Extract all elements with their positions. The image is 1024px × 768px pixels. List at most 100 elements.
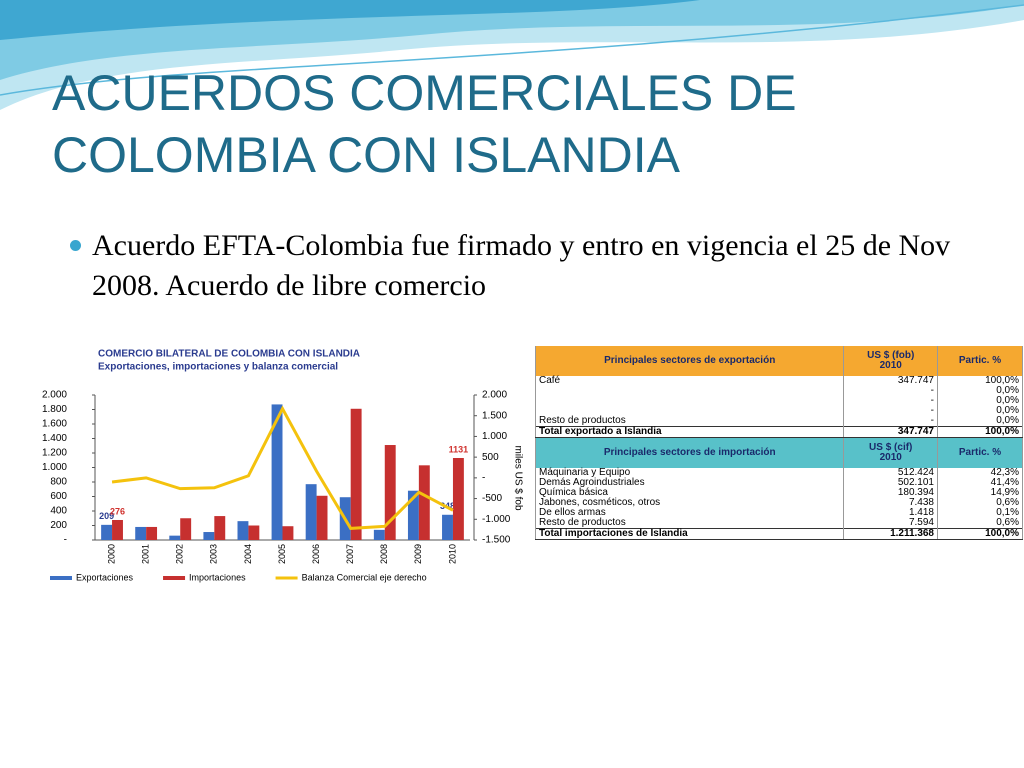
cell: 7.594 [843, 518, 938, 529]
cell: Total importaciones de Islandia [534, 528, 845, 540]
cell: 100,0% [937, 426, 1023, 438]
bullet-dot [70, 240, 81, 251]
y2-tick-label: 1.500 [482, 410, 507, 421]
row: Café 347.747 100,0% [534, 376, 1023, 386]
row: -0,0% [534, 386, 1023, 396]
slide-title: ACUERDOS COMERCIALES DE COLOMBIA CON ISL… [52, 65, 797, 183]
header-text: 2010 [879, 452, 902, 463]
cell: 100,0% [937, 528, 1023, 540]
bar [418, 465, 430, 540]
bullet: Acuerdo EFTA-Colombia fue firmado y entr… [70, 226, 970, 306]
cell: De ellos armas [534, 508, 845, 518]
legend-swatch [163, 576, 186, 580]
bar [316, 495, 328, 540]
y2-tick-label: -1.500 [482, 535, 511, 546]
cell: 347.747 [843, 426, 938, 438]
cell: 41,4% [937, 478, 1023, 488]
legend-label: Importaciones [189, 572, 246, 582]
chart-area: COMERCIO BILATERAL DE COLOMBIA CON ISLAN… [28, 340, 530, 593]
y2-tick-label: -500 [482, 493, 502, 504]
row: Jabones, cosméticos, otros 7.438 0,6% [534, 498, 1023, 508]
bar [101, 524, 113, 540]
y2-tick-label: -1.000 [482, 514, 511, 525]
y2-axis-label: miles US $ fob [512, 445, 523, 510]
chart-title: COMERCIO BILATERAL DE COLOMBIA CON ISLAN… [98, 349, 360, 360]
cell: 0,0% [937, 406, 1023, 416]
y-tick-label: - [64, 535, 67, 546]
y-tick-label: 1.400 [42, 433, 67, 444]
x-tick-label: 2007 [345, 544, 355, 564]
bar [180, 518, 192, 540]
bar [442, 514, 453, 540]
y2-tick-label: - [482, 472, 485, 483]
x-tick-label: 2002 [175, 544, 185, 564]
cell: Jabones, cosméticos, otros [534, 498, 845, 508]
data-label: 276 [110, 506, 125, 516]
y-tick-label: 200 [50, 520, 67, 531]
header-cell: Partic. % [937, 346, 1023, 376]
bar [248, 525, 260, 540]
data-label: 1131 [449, 444, 469, 454]
chart-subtitle: Exportaciones, importaciones y balanza c… [98, 362, 338, 373]
cell: - [843, 386, 938, 396]
row: Demás Agroindustriales 502.101 41,4% [534, 478, 1023, 488]
cell: Resto de productos [534, 518, 845, 529]
wave [0, 0, 700, 40]
bar [112, 519, 123, 540]
cell: - [843, 396, 938, 406]
data-label: 209 [99, 511, 114, 521]
decorative-waves [0, 0, 1024, 110]
bar [282, 526, 294, 540]
header-cell: Principales sectores de importación [534, 437, 845, 468]
y-tick-label: 400 [50, 506, 67, 517]
cell [534, 386, 845, 396]
cell: 1.211.368 [843, 528, 938, 540]
y-tick-label: 1.000 [42, 462, 67, 473]
y2-tick-label: 2.000 [482, 390, 507, 401]
cell: Total exportado a Islandia [534, 426, 845, 438]
header-cell: Principales sectores de exportación [534, 346, 845, 376]
total-row: Total exportado a Islandia 347.747 100,0% [534, 426, 1023, 438]
cell: 347.747 [843, 376, 938, 386]
y-tick-label: 1.600 [42, 419, 67, 430]
cell: Demás Agroindustriales [534, 478, 845, 488]
y-tick-label: 600 [50, 491, 67, 502]
y-tick-label: 2.000 [42, 390, 67, 401]
legend-swatch [50, 576, 72, 580]
bar [169, 535, 181, 540]
y2-tick-label: 500 [482, 452, 499, 463]
cell: - [843, 416, 938, 427]
cell: 42,3% [937, 468, 1023, 478]
row: Química básica 180.394 14,9% [534, 488, 1023, 498]
row: Resto de productos 7.594 0,6% [534, 518, 1023, 529]
header-cell: US $ (cif) 2010 [843, 437, 938, 468]
cell: Química básica [534, 488, 845, 498]
bar [373, 529, 385, 540]
cell: 0,0% [937, 396, 1023, 406]
cell: Máquinaria y Equipo [534, 468, 845, 478]
bar [135, 526, 147, 540]
cell [534, 396, 845, 406]
header-cell: US $ (fob) 2010 [843, 346, 938, 376]
wave-line [0, 4, 1024, 96]
row: Máquinaria y Equipo 512.424 42,3% [534, 468, 1023, 478]
cell [534, 406, 845, 416]
row: -0,0% [534, 406, 1023, 416]
cell: Café [534, 376, 845, 386]
bar [203, 532, 215, 540]
header-text: 2010 [879, 360, 902, 371]
x-tick-label: 2000 [106, 544, 116, 564]
y-tick-label: 1.200 [42, 448, 67, 459]
bar [452, 458, 464, 540]
header-cell: Partic. % [937, 437, 1023, 468]
cell: 0,6% [937, 518, 1023, 529]
bar [214, 516, 226, 540]
y-tick-label: 800 [50, 477, 67, 488]
bar [384, 445, 396, 540]
line [111, 405, 454, 530]
legend-label: Balanza Comercial eje derecho [302, 572, 427, 582]
bar [271, 404, 283, 540]
x-tick-label: 2010 [447, 544, 457, 564]
row: De ellos armas 1.418 0,1% [534, 508, 1023, 518]
total-row: Total importaciones de Islandia 1.211.368… [534, 528, 1023, 540]
